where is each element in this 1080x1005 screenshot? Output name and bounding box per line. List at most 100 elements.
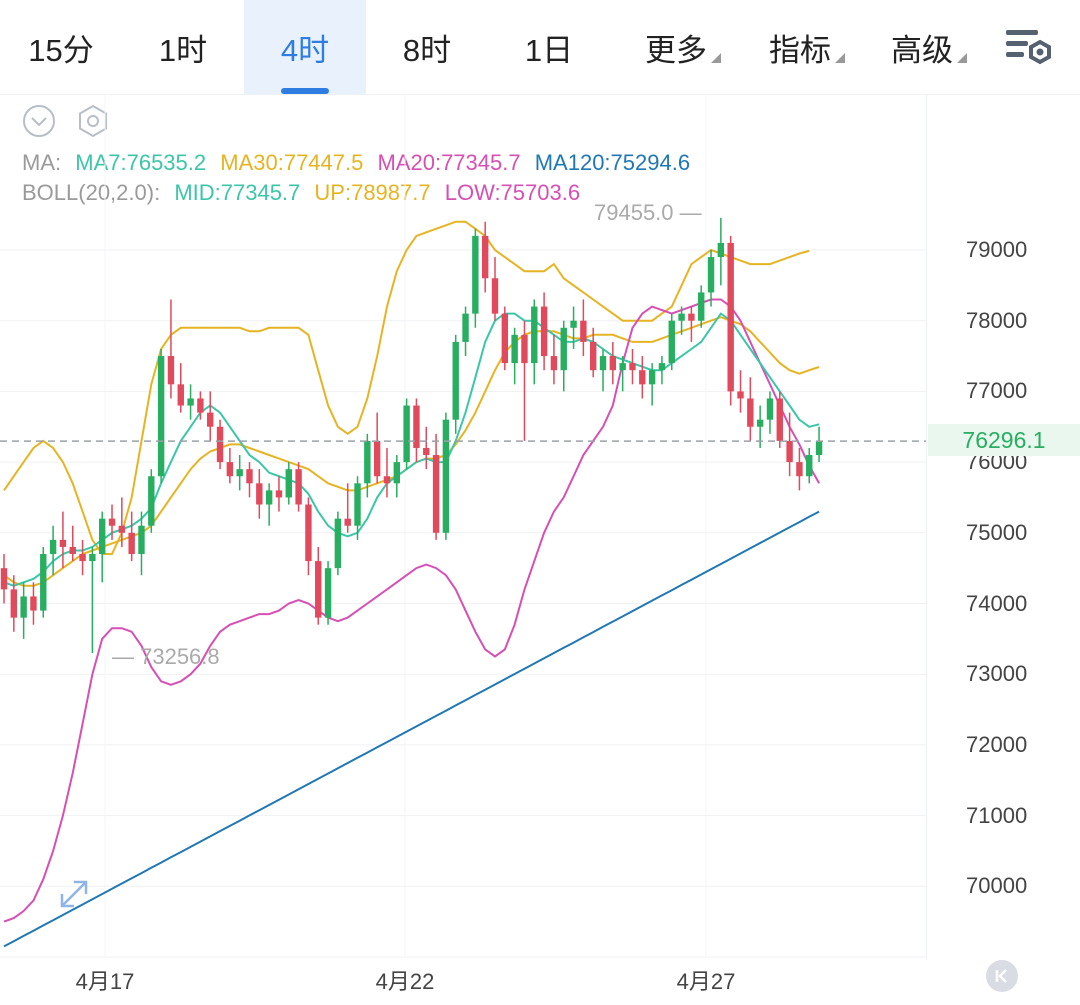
candle-body [10, 589, 18, 618]
ma-legend: MA: MA7:76535.2 MA30:77447.5 MA20:77345.… [22, 150, 698, 176]
candle-body [619, 363, 626, 371]
candle-body [59, 539, 67, 547]
candle-body [570, 320, 577, 328]
candle-body [668, 320, 675, 364]
candle-body [315, 561, 322, 618]
candle-body [118, 525, 126, 533]
tab-8h[interactable]: 8时 [402, 32, 452, 68]
candle-body [756, 419, 764, 427]
tab-more-dropdown[interactable]: 更多 [622, 0, 744, 94]
candle-body [796, 462, 803, 477]
boll-legend: BOLL(20,2.0): MID:77345.7 UP:78987.7 LOW… [22, 180, 588, 206]
candle-body [79, 554, 86, 562]
candle-body [727, 242, 734, 392]
candle-body [128, 532, 135, 555]
candle-body [20, 596, 27, 618]
candle-body [747, 398, 754, 427]
boll-low-value: LOW:75703.6 [444, 180, 581, 205]
candle-body [334, 518, 342, 569]
candle-body [531, 306, 538, 364]
candle-body [442, 419, 450, 533]
candle-body [737, 391, 744, 399]
x-tick-label: 4月22 [375, 969, 435, 994]
y-tick-label: 71000 [966, 802, 1028, 828]
candlestick-chart[interactable] [0, 0, 926, 960]
chart-settings-icon[interactable] [1000, 22, 1056, 72]
boll-up-line [3, 220, 810, 555]
expand-arrows-icon[interactable] [54, 874, 94, 914]
candle-body [501, 313, 509, 364]
hexagon-settings-icon[interactable] [76, 104, 110, 138]
candle-body [550, 356, 558, 371]
candle-body [30, 596, 37, 611]
candle-body [393, 462, 400, 484]
tab-advanced-dropdown[interactable]: 高级 [868, 0, 990, 94]
candle-body [256, 483, 263, 505]
ma120-value: MA120:75294.6 [534, 150, 691, 175]
y-tick-label: 75000 [966, 519, 1028, 545]
candle-body [108, 518, 116, 526]
chevron-down-circle-icon[interactable] [22, 104, 56, 138]
current-price-tag: 76296.1 [928, 424, 1080, 456]
candle-body [40, 554, 47, 611]
candle-body [717, 242, 725, 258]
dropdown-corner-icon [711, 53, 721, 63]
tab-1d[interactable]: 1日 [524, 32, 574, 68]
candle-body [481, 235, 489, 279]
candle-body [285, 469, 292, 498]
candle-body [236, 469, 243, 477]
candle-body [648, 370, 656, 385]
candle-body [246, 469, 253, 484]
tab-4h[interactable]: 4时 [244, 0, 366, 94]
tab-1h[interactable]: 1时 [158, 32, 208, 68]
boll-mid-value: MID:77345.7 [174, 180, 301, 205]
candle-body [0, 568, 8, 590]
candle-body [207, 412, 214, 427]
candle-body [462, 313, 469, 342]
candle-body [89, 554, 96, 562]
candle-body [806, 455, 813, 477]
skip-back-icon [995, 969, 1007, 983]
tab-15m[interactable]: 15分 [28, 32, 94, 68]
candle-body [373, 440, 381, 477]
candle-body [609, 356, 617, 371]
candle-body [148, 476, 155, 526]
candle-body [629, 363, 636, 371]
x-tick-label: 4月27 [676, 969, 736, 994]
ma-legend-label: MA: [22, 150, 62, 175]
low-price-annotation: — 73256.8 [112, 644, 220, 670]
y-tick-label: 70000 [966, 873, 1028, 899]
candle-body [344, 518, 351, 526]
ma120-line [3, 510, 820, 948]
y-tick-label: 78000 [966, 307, 1028, 333]
boll-up-value: UP:78987.7 [314, 180, 431, 205]
candle-body [658, 363, 666, 371]
candle-body [49, 539, 57, 555]
dropdown-corner-icon [957, 53, 967, 63]
candle-body [678, 313, 685, 321]
high-price-annotation: 79455.0 — [594, 199, 702, 225]
candle-body [167, 356, 175, 385]
candle-body [364, 440, 371, 484]
candle-body [354, 483, 361, 526]
candle-body [511, 334, 518, 364]
scroll-to-latest-button[interactable] [986, 960, 1018, 992]
candle-body [413, 405, 420, 448]
candle-body [216, 426, 224, 463]
ma7-value: MA7:76535.2 [75, 150, 207, 175]
candle-body [324, 568, 332, 618]
candle-body [138, 525, 145, 555]
y-tick-label: 72000 [966, 731, 1028, 757]
candle-body [815, 440, 823, 456]
candle-body [560, 327, 567, 371]
candle-body [69, 546, 76, 555]
candle-body [521, 334, 528, 364]
candle-body [776, 398, 783, 441]
candle-body [187, 398, 194, 406]
tab-indicators-dropdown[interactable]: 指标 [746, 0, 868, 94]
candle-body [226, 462, 234, 477]
x-tick-label: 4月17 [75, 969, 135, 994]
ma30-value: MA30:77447.5 [220, 150, 364, 175]
candle-body [295, 469, 302, 505]
candle-body [590, 341, 597, 371]
